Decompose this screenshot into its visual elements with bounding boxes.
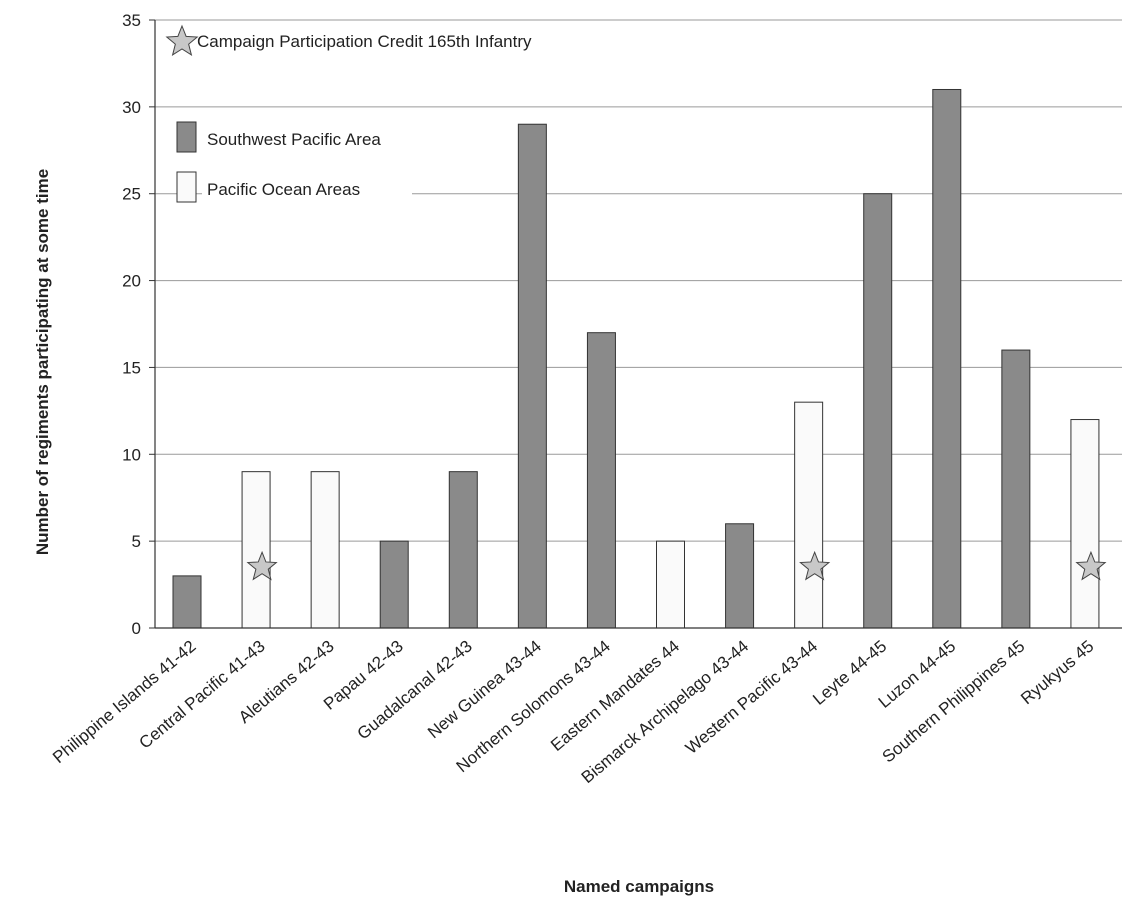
y-tick-label: 0 bbox=[132, 619, 141, 638]
y-tick-label: 20 bbox=[122, 272, 141, 291]
y-tick-label: 35 bbox=[122, 11, 141, 30]
star-icon bbox=[246, 550, 278, 581]
legend-label-credit: Campaign Participation Credit 165th Infa… bbox=[197, 32, 532, 51]
bar-new-guinea-43-44 bbox=[517, 123, 547, 629]
legend-label-pacific: Pacific Ocean Areas bbox=[207, 180, 360, 199]
y-tick-label: 25 bbox=[122, 185, 141, 204]
x-tick-label: New Guinea 43-44 bbox=[424, 637, 545, 743]
bar-bismarck-archipelago-43-44 bbox=[725, 523, 755, 629]
legend: Campaign Participation Credit 165th Infa… bbox=[165, 24, 532, 203]
bar-guadalcanal-42-43 bbox=[448, 471, 478, 629]
star-icon bbox=[799, 550, 831, 581]
bar-northern-solomons-43-44 bbox=[586, 332, 616, 629]
legend-label-bg bbox=[202, 176, 412, 200]
x-tick-label: Ryukyus 45 bbox=[1017, 637, 1097, 709]
y-tick-label: 15 bbox=[122, 358, 141, 377]
axes bbox=[149, 19, 1122, 629]
legend-label-bg bbox=[202, 126, 442, 150]
bar-papau-42-43 bbox=[379, 540, 409, 629]
x-tick-label: Eastern Mandates 44 bbox=[547, 637, 683, 755]
bar-central-pacific-41-43 bbox=[241, 471, 271, 629]
y-tick-label: 30 bbox=[122, 98, 141, 117]
x-tick-label: Western Pacific 43-44 bbox=[682, 637, 821, 758]
star-icon bbox=[1075, 550, 1107, 581]
legend-swatch-pacific bbox=[176, 171, 197, 203]
bar-ryukyus-45 bbox=[1070, 419, 1100, 629]
bar-luzon-44-45 bbox=[932, 88, 962, 629]
gridlines bbox=[155, 19, 1122, 542]
legend-star-icon bbox=[165, 24, 199, 57]
y-tick-labels: 0 5 10 15 20 25 30 35 bbox=[122, 11, 141, 638]
bar-aleutians-42-43 bbox=[310, 471, 340, 629]
x-axis-title: Named campaigns bbox=[564, 877, 714, 896]
credit-stars bbox=[246, 550, 1107, 581]
x-tick-label: Central Pacific 41-43 bbox=[136, 637, 269, 753]
bar-southern-philippines-45 bbox=[1001, 349, 1031, 629]
bar-western-pacific-43-44 bbox=[794, 401, 824, 629]
x-tick-label: Guadalcanal 42-43 bbox=[354, 637, 476, 744]
bars bbox=[172, 88, 1100, 629]
bar-eastern-mandates-44 bbox=[656, 540, 685, 629]
legend-swatch-southwest bbox=[176, 121, 197, 153]
x-tick-label: Philippine Islands 41-42 bbox=[49, 637, 199, 768]
bar-philippine-islands-41-42 bbox=[172, 575, 202, 629]
y-tick-label: 5 bbox=[132, 532, 141, 551]
bar-leyte-44-45 bbox=[863, 193, 893, 629]
legend-label-southwest: Southwest Pacific Area bbox=[207, 130, 381, 149]
y-tick-label: 10 bbox=[122, 445, 141, 464]
y-axis-title: Number of regiments participating at som… bbox=[33, 169, 52, 555]
x-tick-label: Southern Philippines 45 bbox=[879, 637, 1029, 767]
